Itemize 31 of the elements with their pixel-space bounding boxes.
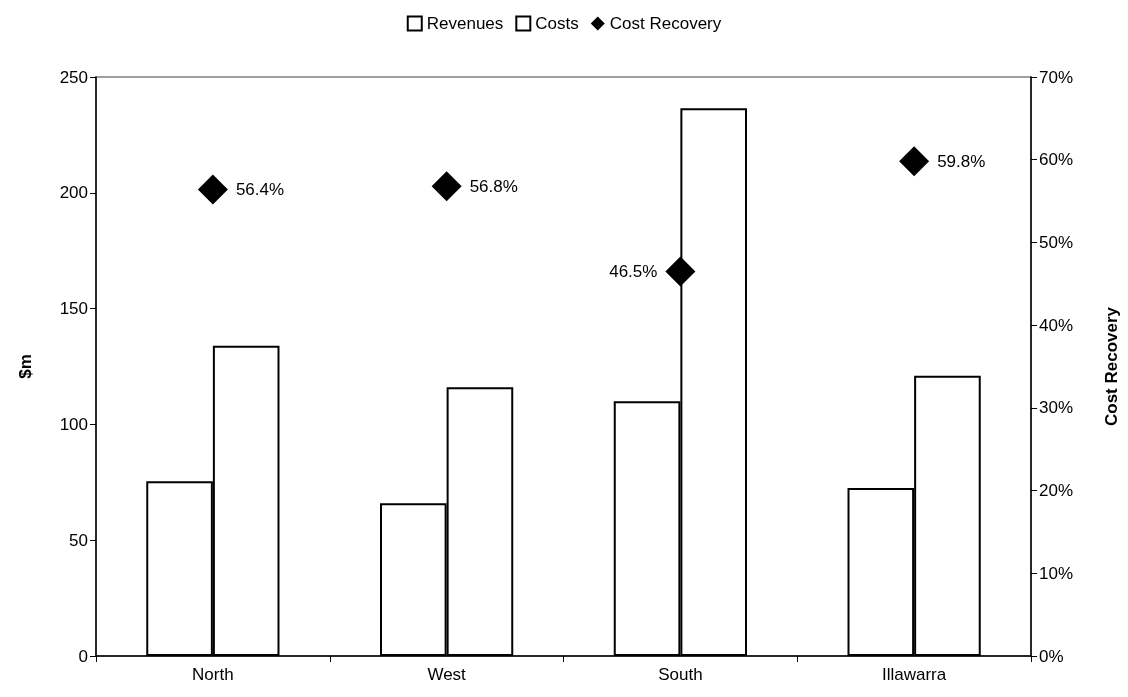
y2-tick-label: 60%: [1039, 150, 1074, 170]
data-label: 46.5%: [609, 261, 658, 281]
x-tick-label: West: [427, 665, 467, 684]
point: [665, 256, 696, 287]
x-tick-label: South: [658, 665, 703, 684]
y2-tick-label: 0%: [1039, 646, 1064, 666]
x-tick-label: North: [192, 665, 234, 684]
point: [197, 174, 228, 205]
y2-tick-label: 20%: [1039, 481, 1074, 501]
y-tick-label: 200: [59, 183, 88, 203]
y2-tick-label: 70%: [1039, 67, 1074, 87]
y-axis-title: $m: [16, 354, 35, 379]
y2-tick-label: 30%: [1039, 398, 1074, 418]
y2-tick-label: 50%: [1039, 232, 1074, 252]
y-tick-label: 150: [59, 299, 88, 319]
y-tick-label: 0: [78, 646, 88, 666]
point: [431, 171, 462, 202]
y-tick-label: 250: [59, 67, 88, 87]
legend-label: Cost Recovery: [609, 14, 722, 33]
y2-axis-title: Cost Recovery: [1102, 306, 1121, 427]
x-tick-label: Illawarra: [882, 665, 947, 684]
data-label: 59.8%: [937, 151, 986, 171]
legend-label: Costs: [535, 14, 579, 33]
data-label: 56.4%: [235, 179, 285, 199]
y-tick-label: 50: [69, 530, 88, 550]
legend-label: Revenues: [426, 14, 504, 33]
y2-tick-label: 40%: [1039, 315, 1074, 335]
point: [899, 146, 930, 177]
y2-tick-label: 10%: [1039, 563, 1074, 583]
data-label: 56.8%: [469, 176, 518, 196]
y-tick-label: 100: [59, 414, 88, 434]
